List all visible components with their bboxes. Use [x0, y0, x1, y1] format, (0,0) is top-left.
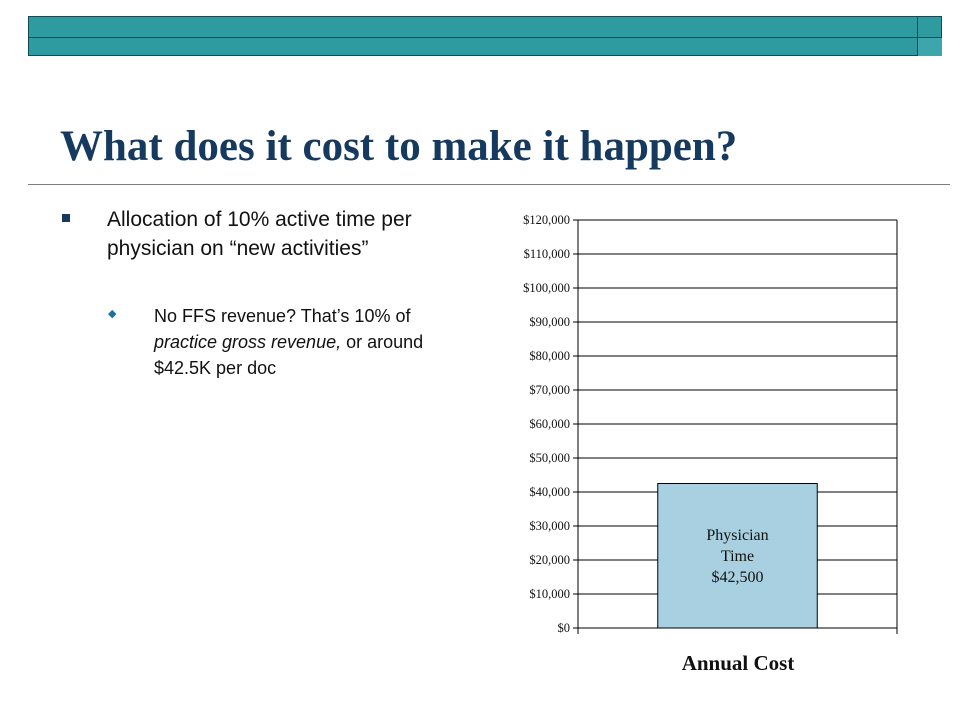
- header-banner-bottom: [28, 38, 942, 56]
- diamond-bullet-icon: ◆: [108, 308, 117, 320]
- y-tick-label: $20,000: [529, 553, 570, 567]
- y-tick-label: $60,000: [529, 417, 570, 431]
- chart-y-tick-labels: $0 $10,000 $20,000 $30,000 $40,000 $50,000 $60…: [523, 213, 570, 635]
- bar-data-label: $42,500: [712, 569, 764, 586]
- y-tick-label: $70,000: [529, 383, 570, 397]
- sub-bullet-text-part1: No FFS revenue? That’s 10% of: [154, 306, 411, 326]
- square-bullet-icon: [62, 214, 70, 222]
- chart-bars: [657, 483, 818, 629]
- bullet-text: Allocation of 10% active time per physic…: [107, 208, 412, 260]
- y-tick-label: $90,000: [529, 315, 570, 329]
- chart-x-axis-label: Annual Cost: [682, 651, 795, 675]
- title-divider: [28, 184, 950, 185]
- y-tick-label: $30,000: [529, 519, 570, 533]
- bar-data-label: Time: [721, 548, 754, 565]
- header-banner-top: [28, 16, 942, 38]
- y-tick-label: $100,000: [523, 281, 570, 295]
- annual-cost-chart: $0 $10,000 $20,000 $30,000 $40,000 $50,000 $60…: [523, 213, 898, 675]
- y-tick-label: $80,000: [529, 349, 570, 363]
- y-tick-label: $0: [558, 621, 571, 635]
- slide-title: What does it cost to make it happen?: [60, 123, 738, 170]
- header-banner-square-bottom: [917, 38, 942, 56]
- sub-bullet-text-italic: practice gross revenue,: [154, 332, 342, 352]
- y-tick-label: $120,000: [523, 213, 570, 227]
- y-tick-label: $10,000: [529, 587, 570, 601]
- y-tick-label: $110,000: [524, 247, 570, 261]
- sub-bullet-text-part2: or around $42.5K per doc: [154, 332, 424, 378]
- bar-physician-time: [657, 483, 818, 629]
- bar-data-label: Physician: [706, 527, 768, 544]
- sub-bullet-text: No FFS revenue? That’s 10% of practice g…: [154, 303, 454, 381]
- chart-bar-labels: Physician Time $42,500: [706, 527, 768, 586]
- y-tick-label: $40,000: [529, 485, 570, 499]
- y-tick-label: $50,000: [529, 451, 570, 465]
- header-banner-square-top: [917, 16, 942, 38]
